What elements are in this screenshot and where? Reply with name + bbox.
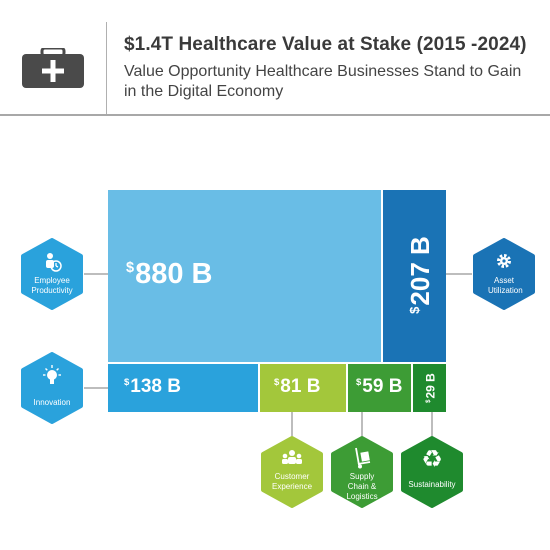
recycle-icon: ♻ xyxy=(421,445,443,473)
connector-innovation xyxy=(84,387,108,389)
value-label-innovation: $138 B xyxy=(124,376,181,397)
lightbulb-icon xyxy=(43,365,61,384)
badge-customer-experience: Customer Experience xyxy=(260,436,324,508)
value-label-sustainability: $29 B xyxy=(423,373,438,403)
connector-customer xyxy=(291,412,293,436)
segment-customer-experience: $81 B xyxy=(260,364,346,412)
badge-label-employee-productivity: Employee Productivity xyxy=(31,276,73,295)
value-label-supply-chain: $59 B xyxy=(356,376,403,397)
employee-productivity-icon xyxy=(46,253,62,272)
gear-settings-icon xyxy=(497,254,511,268)
hand-truck-icon xyxy=(355,447,371,469)
segment-sustainability: $29 B xyxy=(413,364,446,412)
badge-label-sustainability: Sustainability xyxy=(408,480,456,489)
header-rule xyxy=(0,114,550,116)
segment-supply-chain: $59 B xyxy=(348,364,411,412)
value-label-customer-experience: $81 B xyxy=(274,376,321,397)
segment-innovation: $138 B xyxy=(108,364,258,412)
header-divider xyxy=(106,22,107,114)
people-group-icon xyxy=(282,450,302,464)
badge-label-supply-chain: Supply Chain & Logistics xyxy=(346,472,378,501)
page-title: $1.4T Healthcare Value at Stake (2015 -2… xyxy=(124,34,527,55)
connector-supply xyxy=(361,412,363,436)
medical-kit-icon xyxy=(22,48,84,88)
page-subtitle: Value Opportunity Healthcare Businesses … xyxy=(124,63,522,100)
badge-sustainability: ♻ Sustainability xyxy=(400,436,464,508)
badge-asset-utilization: Asset Utilization xyxy=(472,238,536,310)
segment-employee-productivity: $880 B xyxy=(108,190,381,362)
badge-supply-chain: Supply Chain & Logistics xyxy=(330,436,394,508)
value-label-employee-productivity: $880 B xyxy=(126,258,213,290)
badge-innovation: Innovation xyxy=(20,352,84,424)
value-label-asset-utilization: $207 B xyxy=(404,236,435,314)
badge-employee-productivity: Employee Productivity xyxy=(20,238,84,310)
segment-asset-utilization: $207 B xyxy=(383,190,446,362)
badge-label-customer-experience: Customer Experience xyxy=(272,472,313,491)
badge-label-innovation: Innovation xyxy=(33,398,71,407)
badge-label-asset-utilization: Asset Utilization xyxy=(488,276,523,295)
connector-sustainability xyxy=(431,412,433,436)
connector-employee xyxy=(84,273,108,275)
connector-asset xyxy=(446,273,472,275)
header: $1.4T Healthcare Value at Stake (2015 -2… xyxy=(0,0,550,116)
